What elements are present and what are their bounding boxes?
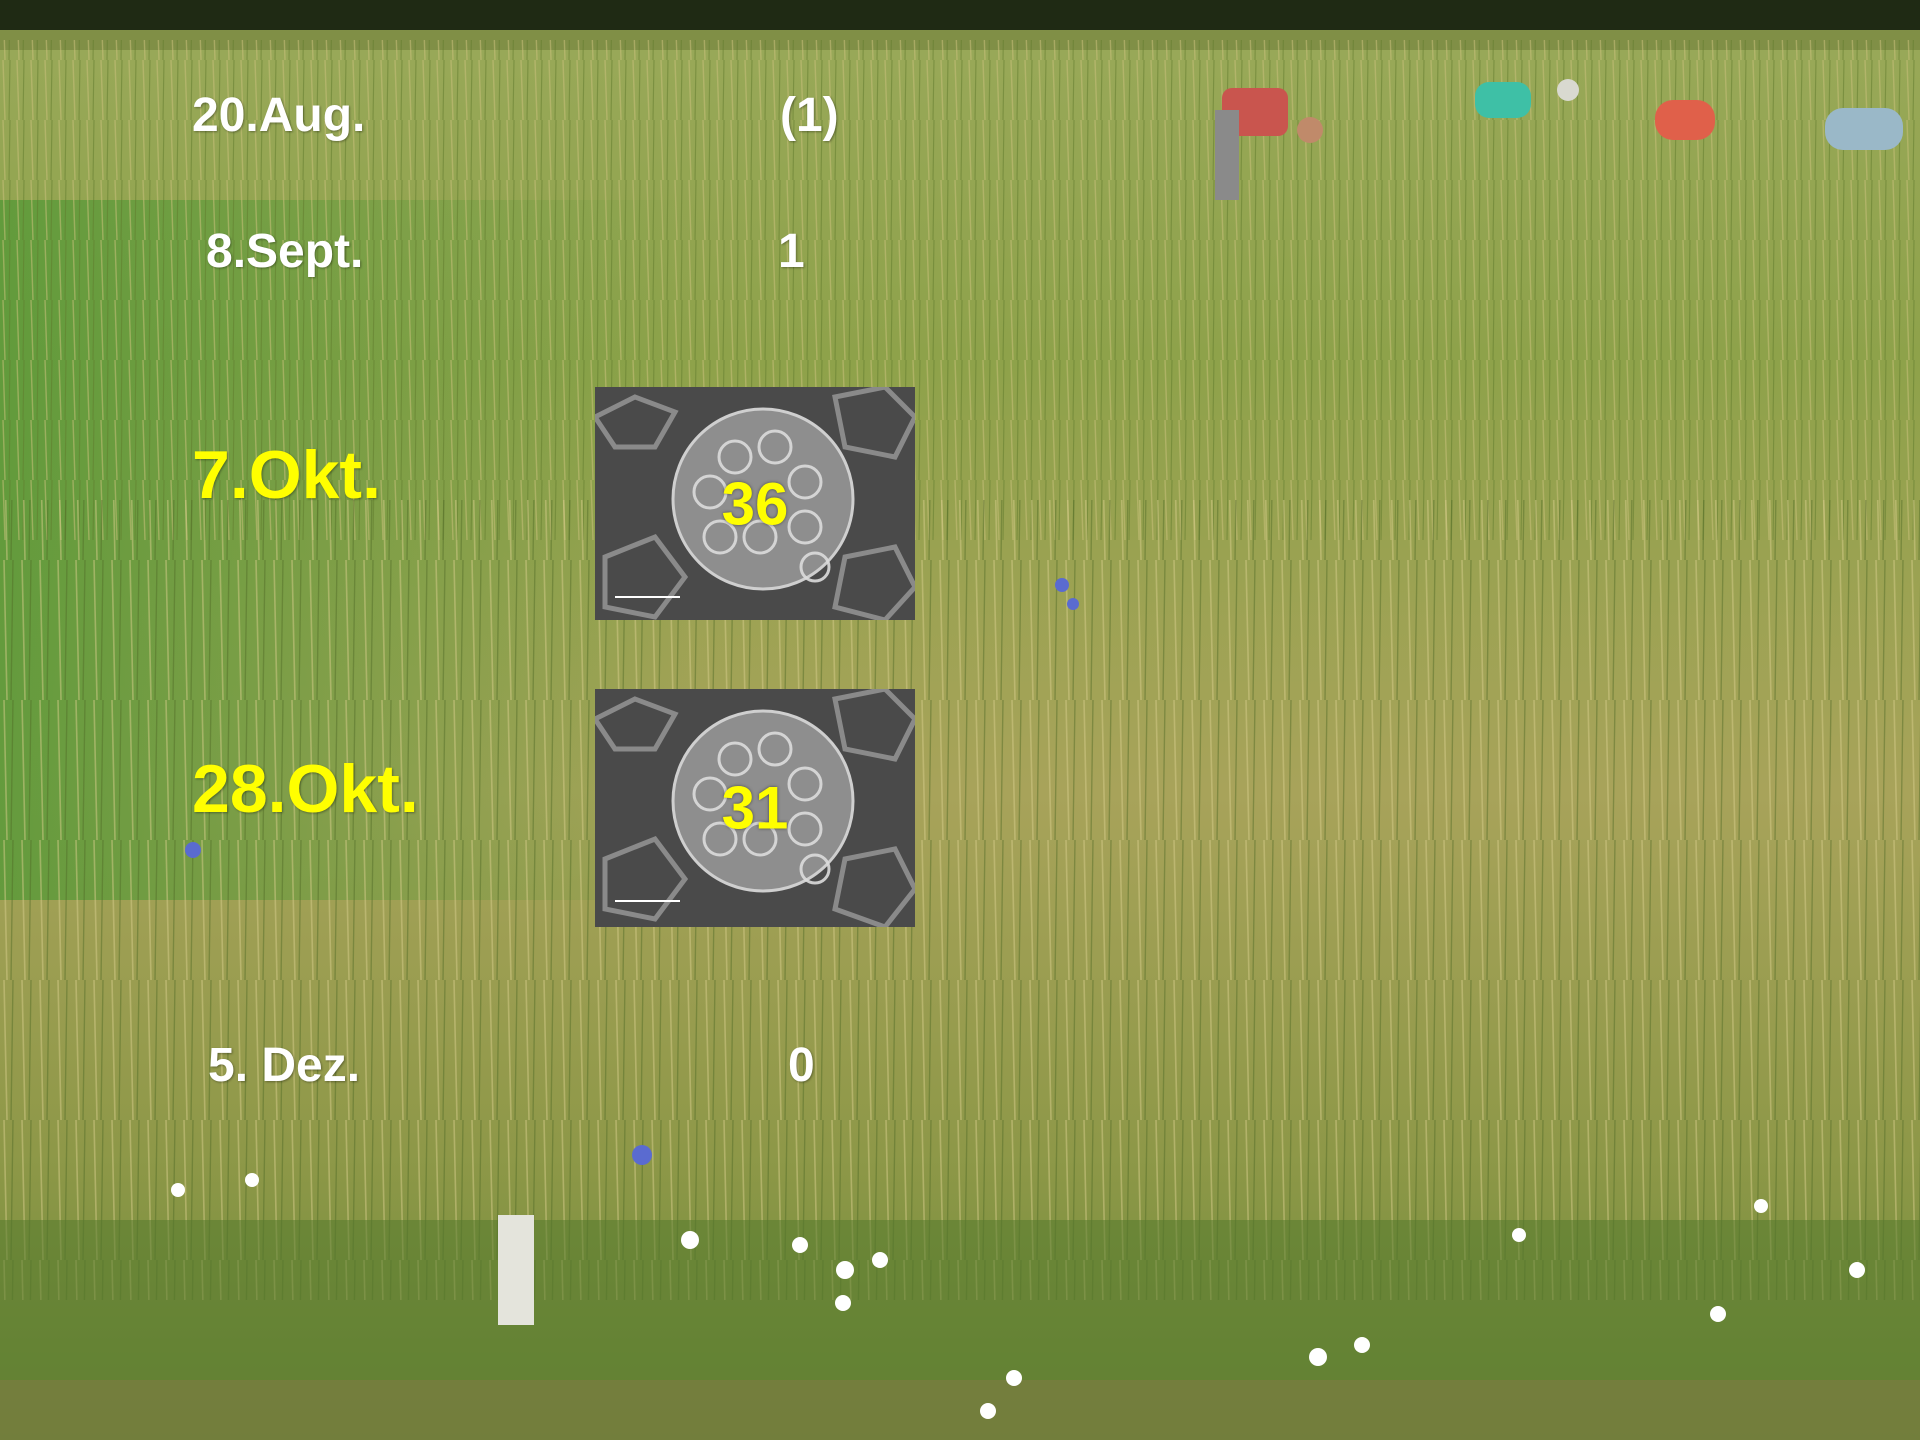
date-label-3: 7.Okt.	[192, 437, 381, 513]
count-label-2: 1	[778, 225, 805, 278]
count-label-1: (1)	[780, 89, 839, 142]
count-label-5: 0	[788, 1039, 815, 1092]
date-label-5: 5. Dez.	[208, 1039, 361, 1092]
pollen-micrograph-1: 36	[595, 387, 915, 620]
pollen-micrograph-2: 31	[595, 689, 915, 927]
date-label-4: 28.Okt.	[192, 751, 419, 827]
date-label-1: 20.Aug.	[192, 89, 366, 142]
count-label-3: 36	[721, 470, 789, 537]
count-label-4: 31	[721, 774, 789, 842]
date-label-2: 8.Sept.	[206, 225, 364, 278]
